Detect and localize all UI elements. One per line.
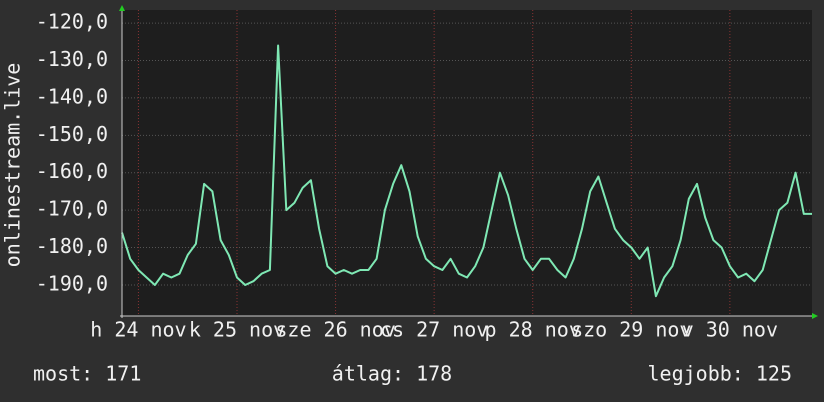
y-tick-label: -130,0 [36,47,108,71]
footer-best: legjobb: 125 [648,362,793,386]
x-tick-label: p 28 nov [485,318,581,342]
x-tick-label: szo 29 nov [571,318,691,342]
y-axis-arrow [119,5,125,11]
series-line [121,44,812,298]
x-tick-label: sze 26 nov [275,318,395,342]
y-tick-label: -120,0 [36,10,108,34]
y-axis-title: onlinestream.live [1,63,25,268]
x-axis-arrow [812,313,818,319]
plot-area [122,10,812,316]
x-tick-label: k 25 nov [189,318,285,342]
x-tick-label: h 24 nov [90,318,186,342]
y-tick-label: -170,0 [36,197,108,221]
y-tick-label: -150,0 [36,122,108,146]
footer-average: átlag: 178 [332,362,452,386]
y-tick-label: -140,0 [36,84,108,108]
y-tick-label: -180,0 [36,234,108,258]
y-tick-label: -190,0 [36,271,108,295]
footer-current: most: 171 [33,362,141,386]
marks [121,44,812,298]
x-tick-label: v 30 nov [682,318,778,342]
grid [122,10,812,316]
x-tick-label: cs 27 nov [380,318,488,342]
y-tick-label: -160,0 [36,159,108,183]
